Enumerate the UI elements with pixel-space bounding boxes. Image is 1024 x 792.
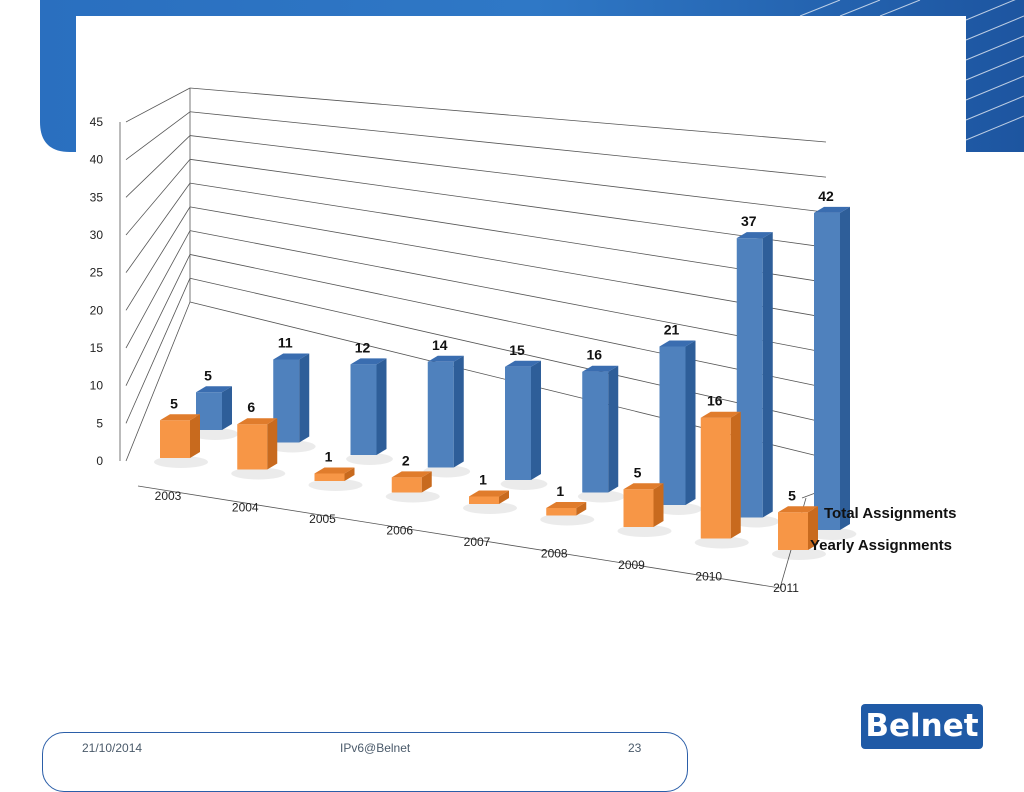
x-category-label: 2008 [541, 547, 568, 561]
bar-yearly [617, 483, 672, 537]
bar-yearly [540, 501, 595, 526]
gridline-back [189, 206, 827, 318]
x-category-label: 2006 [386, 524, 413, 538]
data-label-yearly: 1 [479, 471, 487, 487]
y-tick-label: 15 [90, 341, 104, 355]
bar-yearly [385, 471, 440, 503]
gridline-back [189, 182, 827, 283]
gridline-side [125, 135, 191, 198]
data-label-yearly: 6 [247, 399, 255, 415]
bar-yearly [308, 467, 363, 491]
bar-total [732, 232, 780, 528]
floor-front-edge [137, 485, 781, 589]
bar-yearly [231, 418, 286, 480]
data-label-total: 37 [741, 213, 757, 229]
data-label-yearly: 5 [170, 395, 178, 411]
gridline-side [125, 87, 191, 123]
data-label-total: 21 [664, 321, 680, 337]
gridline-back [189, 277, 827, 424]
gridline-side [125, 182, 191, 273]
bar-total [268, 353, 316, 453]
y-tick-label: 45 [90, 115, 104, 129]
gridline-back [189, 87, 827, 143]
gridline-side [125, 159, 191, 236]
y-tick-label: 35 [90, 190, 104, 204]
y-tick-label: 20 [90, 303, 104, 317]
bar-yearly [772, 506, 826, 560]
belnet-logo: Belnet [861, 704, 983, 749]
x-category-label: 2005 [309, 512, 336, 526]
x-category-label: 2003 [155, 489, 182, 503]
data-label-yearly: 5 [634, 464, 642, 480]
footer-page-number: 23 [628, 741, 642, 755]
gridline-side [125, 206, 191, 311]
y-tick-label: 0 [96, 454, 103, 468]
footer-date: 21/10/2014 [82, 741, 143, 755]
data-label-total: 5 [204, 367, 212, 383]
x-category-label: 2004 [232, 501, 259, 515]
data-label-yearly: 16 [707, 393, 723, 409]
gridline-side [125, 278, 191, 424]
x-category-label: 2010 [695, 570, 722, 584]
y-tick-label: 5 [96, 416, 103, 430]
bar-total [500, 360, 548, 490]
gridline-back [189, 158, 827, 248]
data-label-yearly: 1 [325, 448, 333, 464]
x-category-label: 2011 [773, 581, 799, 595]
bar-total [655, 340, 702, 515]
gridline-back [189, 111, 827, 178]
data-label-total: 14 [432, 337, 448, 353]
data-label-total: 12 [355, 339, 371, 355]
gridline-back [189, 135, 827, 213]
y-tick-label: 25 [90, 266, 104, 280]
legend-yearly-assignments: Yearly Assignments [810, 537, 952, 554]
data-label-yearly: 1 [556, 483, 564, 499]
bar-yearly [154, 414, 208, 468]
y-tick-label: 30 [90, 228, 104, 242]
x-category-label: 2009 [618, 558, 645, 572]
bar-yearly [694, 411, 749, 549]
bar-total [346, 358, 393, 465]
gridline-side [125, 111, 191, 160]
gridline-side [125, 254, 191, 386]
gridline-side [125, 230, 191, 349]
data-label-total: 16 [586, 347, 602, 363]
y-tick-label: 40 [90, 153, 104, 167]
data-label-yearly: 5 [788, 487, 796, 503]
bar-yearly [463, 490, 517, 514]
data-label-yearly: 2 [402, 452, 410, 468]
y-tick-label: 10 [90, 379, 104, 393]
bar-total [809, 206, 857, 540]
bar-total [577, 365, 625, 503]
data-label-total: 11 [278, 334, 293, 350]
x-category-label: 2007 [464, 535, 491, 549]
data-label-total: 42 [818, 188, 834, 204]
gridline-back [189, 230, 827, 354]
gridline-side [125, 301, 191, 462]
legend-total-assignments: Total Assignments [824, 505, 957, 522]
gridline-back [189, 254, 827, 389]
footer-title: IPv6@Belnet [340, 741, 411, 755]
bar-total [423, 355, 471, 478]
data-label-total: 15 [509, 342, 525, 358]
bar-total [191, 386, 239, 440]
